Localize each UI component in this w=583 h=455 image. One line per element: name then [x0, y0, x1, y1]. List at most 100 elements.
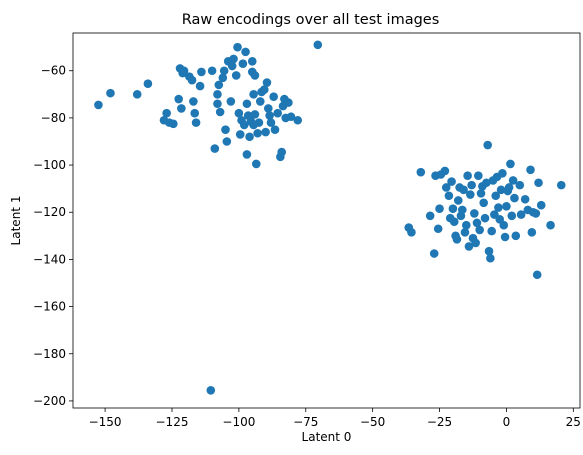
- data-point: [500, 232, 510, 242]
- data-point: [235, 130, 245, 139]
- data-point: [531, 209, 541, 218]
- data-point: [441, 183, 451, 192]
- data-point: [249, 90, 258, 99]
- x-axis-ticks: −150 −125 −100 −75 −50 −25 0 25: [89, 408, 581, 429]
- x-tick-label: −50: [360, 415, 385, 429]
- data-point: [251, 159, 261, 169]
- data-point: [174, 94, 183, 104]
- data-point: [261, 127, 270, 137]
- data-point: [526, 165, 535, 175]
- data-point: [260, 85, 269, 94]
- data-point: [484, 246, 494, 256]
- data-point: [222, 137, 232, 146]
- data-point: [177, 104, 186, 113]
- data-point: [534, 178, 543, 188]
- data-point: [269, 92, 278, 101]
- data-point: [486, 253, 495, 263]
- data-point: [482, 178, 491, 188]
- data-point: [466, 190, 475, 199]
- data-point: [511, 231, 521, 241]
- data-points: [94, 40, 566, 395]
- data-point: [498, 169, 507, 178]
- data-point: [106, 88, 115, 98]
- data-point: [191, 118, 201, 127]
- data-point: [483, 140, 493, 150]
- data-point: [494, 203, 503, 212]
- x-tick-label: 0: [503, 415, 511, 429]
- data-point: [444, 191, 454, 201]
- x-tick-label: 25: [566, 415, 581, 429]
- data-point: [502, 202, 511, 211]
- data-point: [270, 125, 280, 134]
- data-point: [447, 177, 456, 186]
- data-point: [470, 209, 479, 218]
- data-point: [189, 97, 198, 106]
- data-point: [213, 99, 222, 109]
- data-point: [238, 59, 248, 68]
- data-point: [457, 205, 467, 215]
- data-point: [242, 150, 252, 159]
- data-point: [480, 213, 490, 223]
- data-point: [162, 108, 171, 118]
- y-axis-label: Latent 1: [9, 196, 23, 246]
- data-point: [479, 198, 488, 208]
- data-point: [234, 108, 244, 118]
- x-tick-label: −100: [222, 415, 255, 429]
- data-point: [264, 104, 273, 113]
- data-point: [293, 115, 303, 125]
- data-point: [475, 225, 484, 235]
- y-tick-label: −180: [33, 347, 66, 361]
- data-point: [556, 180, 566, 190]
- data-point: [474, 171, 483, 180]
- data-point: [416, 167, 426, 177]
- data-point: [207, 66, 217, 76]
- data-point: [241, 47, 250, 57]
- plot-area-frame: [72, 32, 581, 409]
- data-point: [435, 204, 444, 214]
- y-tick-label: −140: [33, 252, 66, 266]
- data-point: [461, 220, 471, 230]
- data-point: [464, 242, 474, 251]
- data-point: [195, 81, 205, 91]
- data-point: [520, 194, 530, 204]
- data-point: [459, 185, 468, 195]
- x-tick-label: −75: [293, 415, 318, 429]
- x-tick-label: −125: [156, 415, 189, 429]
- data-point: [508, 176, 518, 185]
- data-point: [452, 235, 462, 244]
- data-point: [499, 220, 509, 230]
- data-point: [221, 125, 230, 134]
- data-point: [210, 144, 220, 153]
- data-point: [255, 97, 265, 106]
- data-point: [273, 108, 282, 118]
- data-point: [449, 217, 459, 226]
- data-point: [460, 227, 470, 237]
- data-point: [229, 54, 238, 64]
- data-point: [94, 100, 103, 110]
- data-point: [496, 185, 506, 195]
- data-point: [506, 159, 515, 169]
- data-point: [527, 227, 537, 237]
- data-point: [433, 224, 443, 234]
- data-point: [187, 75, 197, 85]
- data-point: [227, 61, 237, 71]
- data-point: [250, 71, 260, 80]
- data-point: [190, 108, 200, 118]
- data-point: [472, 218, 482, 228]
- data-point: [313, 40, 323, 50]
- data-point: [214, 80, 224, 90]
- data-point: [231, 71, 241, 80]
- data-point: [487, 226, 497, 236]
- data-point: [491, 191, 501, 201]
- data-point: [407, 227, 416, 237]
- data-point: [233, 42, 242, 52]
- data-point: [277, 147, 286, 157]
- data-point: [262, 78, 272, 87]
- data-point: [453, 196, 463, 205]
- y-axis-ticks: −60 −80 −100 −120 −140 −160 −180 −200: [33, 64, 73, 408]
- data-point: [546, 220, 555, 230]
- y-tick-label: −100: [33, 158, 66, 172]
- data-point: [179, 66, 189, 76]
- y-tick-label: −160: [33, 300, 66, 314]
